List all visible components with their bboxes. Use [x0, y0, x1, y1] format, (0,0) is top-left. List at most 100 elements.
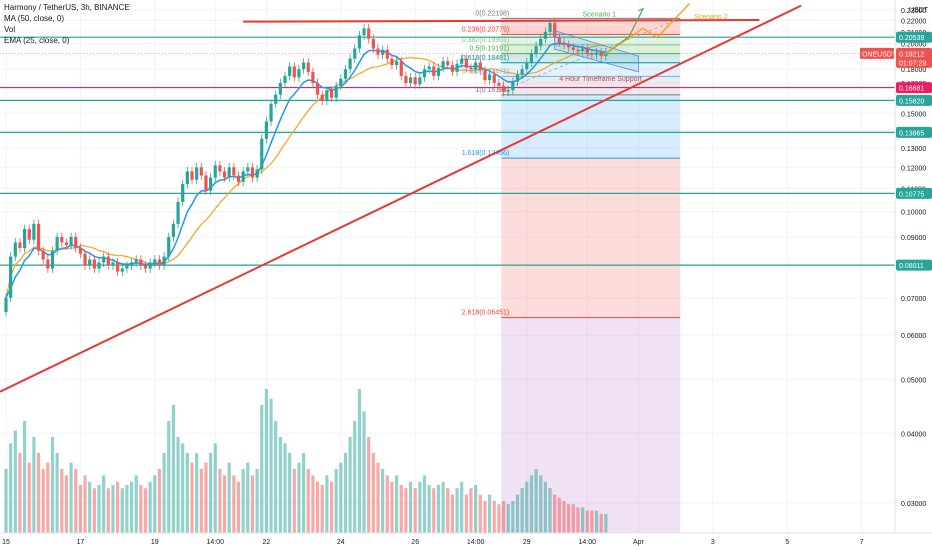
- scenario-2-path: [600, 3, 690, 58]
- volume-bar: [543, 481, 547, 533]
- volume-bar: [148, 481, 152, 533]
- ma-50-line: [5, 44, 606, 298]
- price-tick-label: 0.04000: [901, 431, 926, 438]
- scenario-2-label: Scenario 2: [694, 14, 728, 21]
- fib-zone: [501, 158, 681, 318]
- price-tick-label: 0.20000: [901, 42, 926, 49]
- volume-bar: [441, 481, 445, 533]
- candle-body: [134, 259, 138, 263]
- candle-body: [227, 167, 231, 178]
- volume-bar: [78, 485, 82, 533]
- volume-bar: [436, 485, 441, 533]
- volume-bar: [181, 443, 185, 533]
- candle-body: [55, 236, 59, 251]
- candle-body: [399, 61, 403, 76]
- price-tick-label: 0.15000: [901, 111, 926, 118]
- volume-bar: [13, 430, 17, 533]
- countdown-text: 01:07:29: [899, 60, 926, 67]
- candle-body: [534, 46, 538, 54]
- horizontal-lines: [0, 36, 895, 266]
- time-tick-label: 26: [411, 539, 419, 546]
- volume-bar: [176, 437, 180, 533]
- candle-body: [190, 171, 194, 180]
- symbol-title: Harmony / TetherUS, 3h, BINANCE: [4, 3, 130, 12]
- price-badge-text: 0.20539: [899, 35, 924, 42]
- candle-body: [464, 58, 468, 68]
- candle-body: [474, 62, 478, 70]
- candle-body: [60, 236, 64, 243]
- volume-bar: [571, 504, 575, 533]
- time-tick-label: 5: [785, 539, 789, 546]
- candle-body: [18, 242, 22, 248]
- volume-bar: [515, 494, 520, 533]
- price-badge-text: 0.08011: [899, 263, 924, 270]
- candle-body: [311, 71, 315, 83]
- price-badge-text: 0.13865: [899, 130, 924, 137]
- time-tick-label: 15: [2, 539, 10, 546]
- candle-body: [264, 121, 268, 139]
- ma-legend: MA (50, close, 0): [4, 14, 65, 23]
- price-tick-label: 0.13000: [901, 146, 926, 153]
- candle-body: [553, 22, 557, 38]
- candle-body: [422, 69, 427, 78]
- candle-body: [302, 62, 306, 70]
- candle-body: [353, 48, 357, 59]
- volume-bar: [9, 443, 13, 533]
- volume-bar: [264, 389, 268, 533]
- candle-body: [92, 259, 96, 269]
- level-price-badge: [896, 82, 932, 94]
- candle-body: [181, 184, 185, 202]
- fib-level-label: 0(0.22198): [475, 10, 509, 17]
- fib-zone: [501, 18, 681, 35]
- candle-body: [185, 171, 189, 185]
- candle-body: [469, 67, 473, 70]
- candle-body: [367, 28, 371, 39]
- candle-body: [213, 165, 217, 178]
- projection-line: [498, 18, 681, 93]
- volume-bar: [348, 437, 352, 533]
- candle-body: [102, 256, 106, 263]
- candle-body: [483, 70, 487, 81]
- volume-bar: [32, 437, 36, 533]
- price-tick-label: 0.07000: [901, 296, 926, 303]
- volume-bar: [199, 469, 203, 533]
- candle-body: [557, 37, 561, 43]
- volume-bar: [64, 475, 69, 533]
- candle-body: [357, 35, 361, 49]
- volume-bar: [297, 462, 301, 533]
- level-price-badge: [896, 31, 932, 43]
- candle-body: [13, 242, 17, 257]
- price-badge-text: 0.16681: [899, 86, 924, 93]
- volume-bar: [120, 488, 124, 533]
- volume-bar: [227, 462, 231, 533]
- candle-body: [255, 169, 259, 178]
- candle-body: [501, 85, 506, 92]
- price-tick-label: 0.03000: [901, 501, 926, 508]
- volume-bars: [4, 389, 608, 533]
- time-tick-label: 14:00: [206, 539, 224, 546]
- fib-zone: [501, 76, 681, 95]
- time-tick-label: 17: [77, 539, 85, 546]
- candle-body: [390, 58, 394, 66]
- price-tick-label: 0.05000: [901, 377, 926, 384]
- vol-legend: Vol: [4, 25, 16, 34]
- fib-level-label: 0.382(0.19901): [462, 37, 509, 44]
- candle-body: [362, 28, 366, 36]
- volume-bar: [455, 488, 459, 533]
- candle-body: [334, 85, 338, 98]
- volume-bar: [185, 453, 189, 533]
- price-badge-text: 0.19212: [899, 51, 924, 58]
- currency-button[interactable]: USDT: [909, 7, 929, 14]
- fib-level-label: 0.618(0.18481): [462, 55, 509, 62]
- candle-body: [497, 82, 501, 86]
- volume-bar: [320, 485, 324, 533]
- volume-bar: [381, 469, 385, 533]
- volume-bar: [116, 481, 120, 533]
- scenario-1-label: Scenario 1: [583, 12, 617, 19]
- volume-bar: [548, 488, 552, 533]
- volume-bar: [190, 462, 194, 533]
- candle-body: [274, 94, 278, 104]
- fib-level-label: 1(0.16184): [475, 87, 509, 94]
- volume-bar: [399, 485, 403, 533]
